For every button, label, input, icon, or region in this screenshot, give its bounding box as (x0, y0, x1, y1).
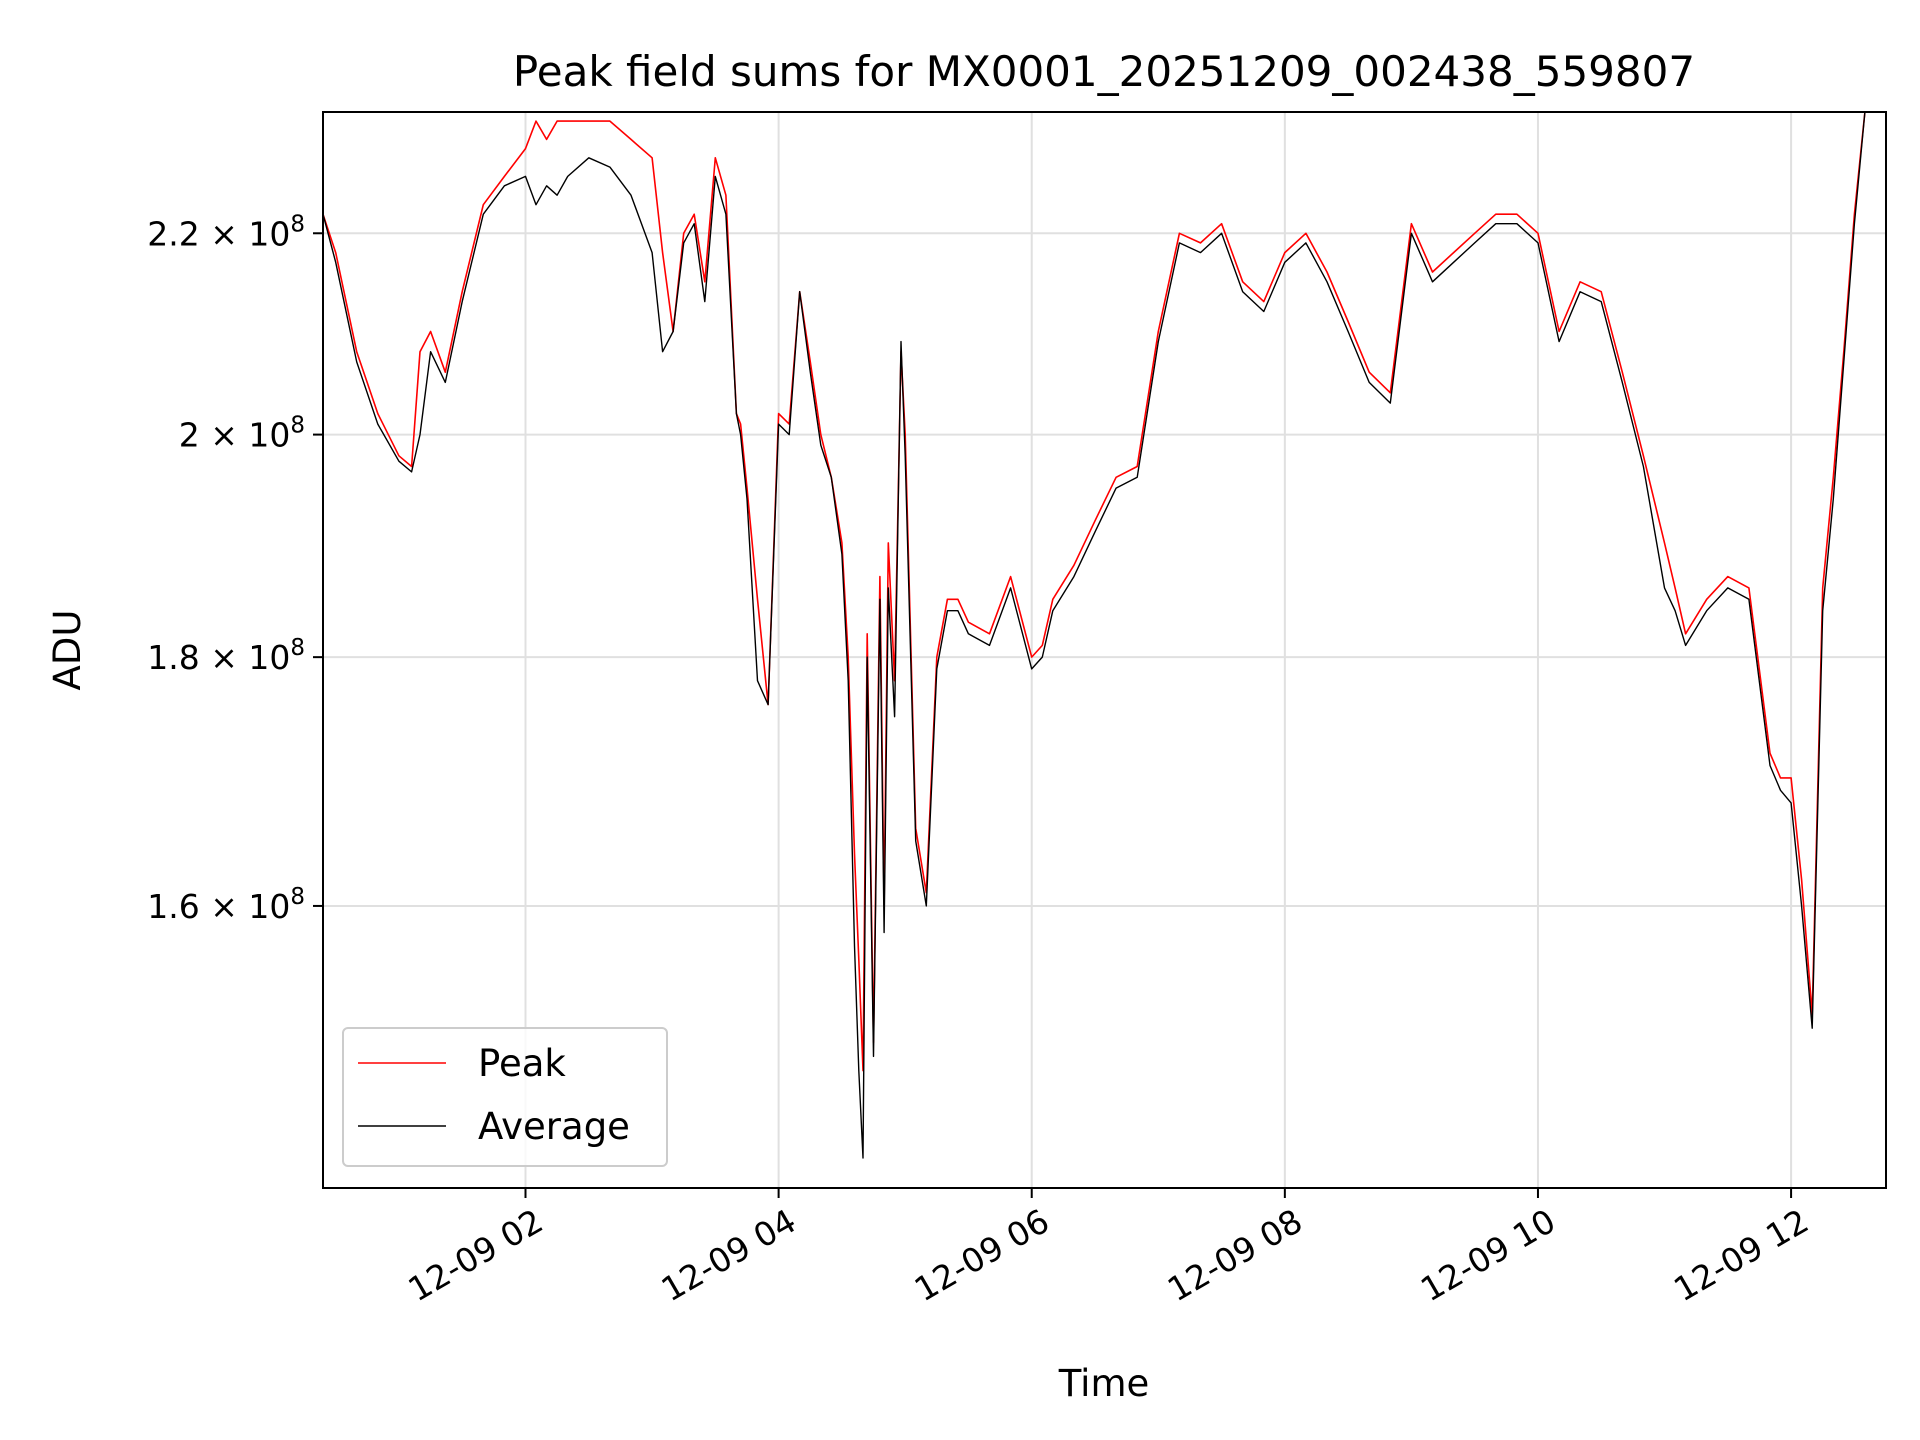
legend-label-average: Average (478, 1105, 630, 1148)
legend-label-peak: Peak (478, 1042, 566, 1085)
y-axis-label: ADU (46, 610, 89, 691)
chart-title: Peak field sums for MX0001_20251209_0024… (513, 47, 1695, 96)
series-line-peak (323, 112, 1886, 1072)
x-axis-label: Time (1058, 1362, 1150, 1405)
y-axis: 1.6 × 108 1.8 × 108 2 × 108 2.2 × 108 (147, 211, 323, 926)
y-tick-label: 2.2 × 108 (147, 211, 305, 253)
grid (323, 112, 1886, 1188)
legend: Peak Average (342, 1027, 668, 1167)
series-line-average (323, 112, 1886, 1159)
y-tick-label: 1.6 × 108 (147, 884, 305, 926)
plot-area (323, 112, 1886, 1159)
y-tick-label: 2 × 108 (179, 413, 305, 455)
y-tick-label: 1.8 × 108 (147, 635, 305, 677)
axes-frame (322, 111, 1887, 1189)
